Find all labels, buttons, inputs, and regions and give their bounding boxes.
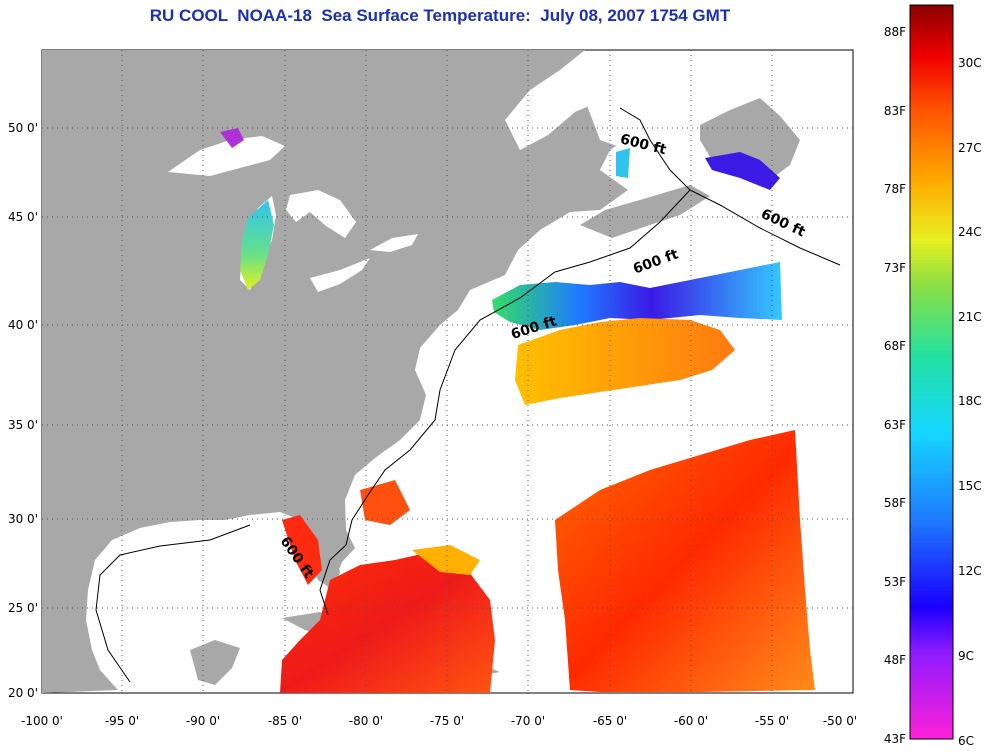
f-label: 88F bbox=[884, 25, 906, 39]
c-label: 24C bbox=[958, 225, 982, 239]
color-scale-bar bbox=[909, 4, 954, 740]
sst-gulf-of-maine bbox=[492, 262, 782, 330]
sst-slope-water bbox=[515, 318, 735, 405]
f-label: 73F bbox=[884, 261, 906, 275]
map-title: RU COOL NOAA-18 Sea Surface Temperature:… bbox=[149, 6, 731, 25]
c-label: 27C bbox=[958, 141, 982, 155]
lat-axis: 50 0' 45 0' 40 0' 35 0' 30 0' 25 0' 20 0… bbox=[8, 121, 38, 700]
lat-tick-label: 25 0' bbox=[8, 601, 38, 615]
c-label: 30C bbox=[958, 56, 982, 70]
sst-map: 600 ft 600 ft 600 ft 600 ft 600 ft -100 … bbox=[8, 49, 857, 728]
lon-tick-label: -95 0' bbox=[105, 714, 139, 728]
sst-south-carolina bbox=[360, 480, 410, 525]
depth-contour-600ft bbox=[95, 107, 841, 683]
graticule bbox=[42, 50, 853, 693]
f-label: 83F bbox=[884, 104, 906, 118]
lon-tick-label: -55 0' bbox=[755, 714, 789, 728]
lat-tick-label: 35 0' bbox=[8, 418, 38, 432]
lat-tick-label: 40 0' bbox=[8, 318, 38, 332]
c-label: 9C bbox=[958, 649, 974, 663]
c-label: 15C bbox=[958, 479, 982, 493]
fahrenheit-labels: 88F 83F 78F 73F 68F 63F 58F 53F 48F 43F bbox=[884, 25, 906, 746]
sst-lake-superior bbox=[220, 128, 244, 148]
f-label: 48F bbox=[884, 653, 906, 667]
lat-tick-label: 30 0' bbox=[8, 512, 38, 526]
lon-axis: -100 0' -95 0' -90 0' -85 0' -80 0' -75 … bbox=[21, 714, 857, 728]
f-label: 63F bbox=[884, 418, 906, 432]
celsius-labels: 30C 27C 24C 21C 18C 15C 12C 9C 6C bbox=[958, 56, 982, 748]
c-label: 6C bbox=[958, 734, 974, 748]
c-label: 21C bbox=[958, 310, 982, 324]
sst-data bbox=[220, 128, 815, 693]
color-bar: 88F 83F 78F 73F 68F 63F 58F 53F 48F 43F … bbox=[884, 4, 982, 748]
f-label: 78F bbox=[884, 182, 906, 196]
lon-tick-label: -70 0' bbox=[511, 714, 545, 728]
f-label: 43F bbox=[884, 732, 906, 746]
sst-gulf-stlawrence bbox=[616, 148, 630, 178]
sst-newfoundland bbox=[705, 152, 780, 190]
lon-tick-label: -50 0' bbox=[823, 714, 857, 728]
lon-tick-label: -80 0' bbox=[349, 714, 383, 728]
lon-tick-label: -75 0' bbox=[430, 714, 464, 728]
c-label: 18C bbox=[958, 394, 982, 408]
lat-tick-label: 20 0' bbox=[8, 686, 38, 700]
sst-florida-keys bbox=[282, 515, 322, 585]
lon-tick-label: -85 0' bbox=[268, 714, 302, 728]
lon-tick-label: -100 0' bbox=[21, 714, 63, 728]
sst-gulfstream-fl bbox=[412, 545, 480, 575]
f-label: 58F bbox=[884, 496, 906, 510]
lat-tick-label: 45 0' bbox=[8, 210, 38, 224]
sst-lake-michigan bbox=[240, 200, 274, 290]
lon-tick-label: -60 0' bbox=[674, 714, 708, 728]
sst-sargasso bbox=[555, 430, 815, 692]
f-label: 68F bbox=[884, 339, 906, 353]
lon-tick-label: -90 0' bbox=[186, 714, 220, 728]
f-label: 53F bbox=[884, 575, 906, 589]
c-label: 12C bbox=[958, 564, 982, 578]
lat-tick-label: 50 0' bbox=[8, 121, 38, 135]
sst-caribbean bbox=[280, 552, 495, 693]
lon-tick-label: -65 0' bbox=[593, 714, 627, 728]
